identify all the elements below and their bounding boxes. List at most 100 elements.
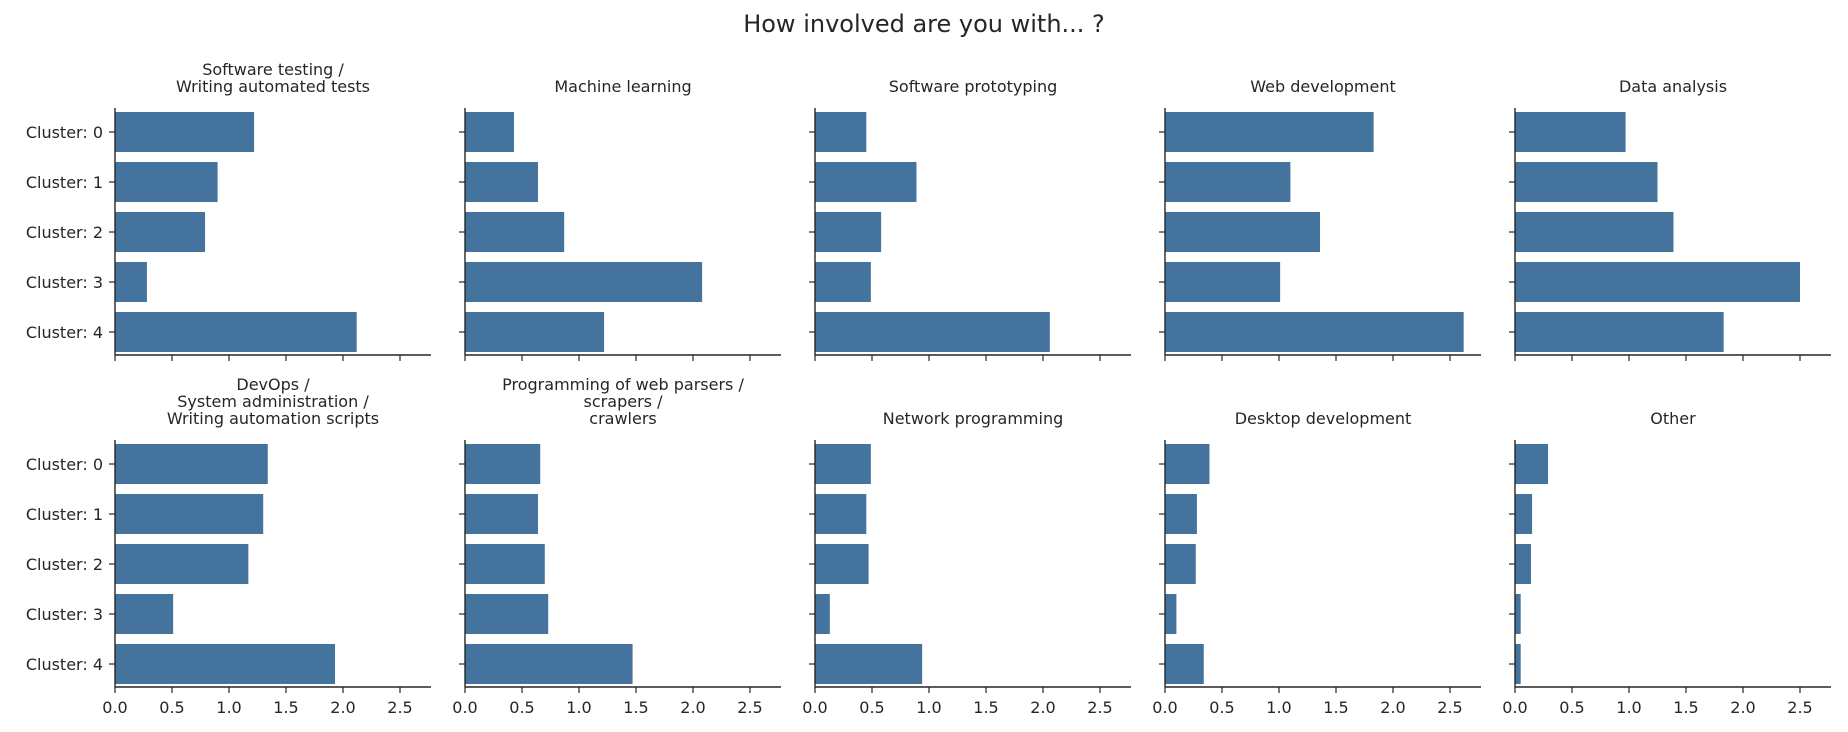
x-tick-label: 0.0 [802, 698, 827, 717]
panel-title: Software prototyping [889, 77, 1058, 96]
bar [1515, 544, 1531, 584]
x-tick-label: 2.5 [1787, 698, 1812, 717]
x-tick-label: 2.0 [1030, 698, 1055, 717]
x-tick-label: 0.5 [1559, 698, 1584, 717]
bar [115, 544, 249, 584]
bar [1165, 312, 1464, 352]
x-tick-label: 1.5 [273, 698, 298, 717]
x-tick-label: 0.5 [1209, 698, 1234, 717]
bar [1165, 112, 1374, 152]
bar [1165, 544, 1196, 584]
x-tick-label: 2.0 [330, 698, 355, 717]
bar [465, 112, 515, 152]
bar [115, 212, 206, 252]
panel-title: Network programming [883, 409, 1064, 428]
x-tick-label: 1.5 [1673, 698, 1698, 717]
bar [1515, 644, 1521, 684]
x-tick-label: 0.5 [859, 698, 884, 717]
bar [815, 494, 867, 534]
bar [1165, 262, 1281, 302]
bar [465, 494, 538, 534]
x-tick-label: 2.0 [1730, 698, 1755, 717]
panel-10: Other 0.0 0.5 1.0 1.5 2.0 2.5 [1502, 409, 1831, 717]
y-tick-label: Cluster: 1 [26, 505, 103, 524]
panel-5: Data analysis [1509, 77, 1831, 361]
x-tick-label: 2.5 [1437, 698, 1462, 717]
x-tick-label: 1.0 [216, 698, 241, 717]
x-tick-label: 1.5 [623, 698, 648, 717]
bar [1515, 262, 1800, 302]
bar [1165, 212, 1321, 252]
x-tick-label: 1.0 [1266, 698, 1291, 717]
y-tick-label: Cluster: 4 [26, 655, 103, 674]
x-tick-label: 0.0 [1152, 698, 1177, 717]
bar [1515, 444, 1549, 484]
x-tick-label: 2.5 [1087, 698, 1112, 717]
y-tick-label: Cluster: 2 [26, 223, 103, 242]
bar [465, 212, 565, 252]
bar [815, 312, 1050, 352]
panel-title: Software testing / Writing automated test… [176, 60, 370, 96]
panel-6: DevOps / System administration / Writing a… [26, 375, 431, 717]
bar [815, 212, 882, 252]
panel-title: Programming of web parsers / scrapers / cr… [502, 375, 744, 428]
x-tick-label: 0.0 [452, 698, 477, 717]
bar [1515, 112, 1626, 152]
bar [1515, 494, 1533, 534]
bar [465, 312, 605, 352]
bar [815, 594, 830, 634]
bar [1515, 594, 1521, 634]
bar [815, 112, 867, 152]
bar [115, 594, 174, 634]
panel-title: Web development [1250, 77, 1396, 96]
bar [465, 444, 541, 484]
bar [1515, 212, 1674, 252]
y-tick-label: Cluster: 4 [26, 323, 103, 342]
x-tick-label: 2.0 [1380, 698, 1405, 717]
bar [115, 262, 147, 302]
x-tick-label: 1.0 [566, 698, 591, 717]
bar [1165, 162, 1291, 202]
x-tick-label: 0.0 [1502, 698, 1527, 717]
panel-1: Software testing / Writing automated test… [26, 60, 431, 361]
y-tick-label: Cluster: 3 [26, 605, 103, 624]
bar [115, 112, 255, 152]
x-tick-label: 0.5 [509, 698, 534, 717]
bar [1515, 312, 1724, 352]
y-tick-label: Cluster: 3 [26, 273, 103, 292]
x-tick-label: 0.0 [102, 698, 127, 717]
bar [465, 644, 633, 684]
bar [815, 162, 917, 202]
panel-title: Other [1650, 409, 1696, 428]
x-tick-label: 2.5 [737, 698, 762, 717]
bar [815, 644, 923, 684]
y-tick-label: Cluster: 0 [26, 455, 103, 474]
bar [1165, 594, 1177, 634]
y-tick-label: Cluster: 1 [26, 173, 103, 192]
bar [115, 494, 264, 534]
panel-9: Desktop development 0.0 0.5 1.0 1.5 2.0 2.5 [1152, 409, 1481, 717]
x-tick-label: 2.0 [680, 698, 705, 717]
bar [1165, 494, 1197, 534]
panel-8: Network programming 0.0 0.5 1.0 1.5 2.0 2.5 [802, 409, 1131, 717]
panel-2: Machine learning [459, 77, 781, 361]
bar [815, 444, 871, 484]
bar [115, 644, 336, 684]
x-tick-label: 1.5 [973, 698, 998, 717]
panel-4: Web development [1159, 77, 1481, 361]
x-tick-label: 1.0 [1616, 698, 1641, 717]
y-tick-label: Cluster: 2 [26, 555, 103, 574]
x-tick-label: 0.5 [159, 698, 184, 717]
bar [465, 544, 545, 584]
figure-title: How involved are you with... ? [743, 10, 1105, 38]
bar [115, 162, 218, 202]
bar [1165, 444, 1210, 484]
bar [115, 312, 357, 352]
bar [815, 544, 869, 584]
bar [1165, 644, 1204, 684]
bar [115, 444, 268, 484]
bar [465, 594, 549, 634]
panel-7: Programming of web parsers / scrapers / cr… [452, 375, 781, 717]
panel-title: Data analysis [1619, 77, 1727, 96]
